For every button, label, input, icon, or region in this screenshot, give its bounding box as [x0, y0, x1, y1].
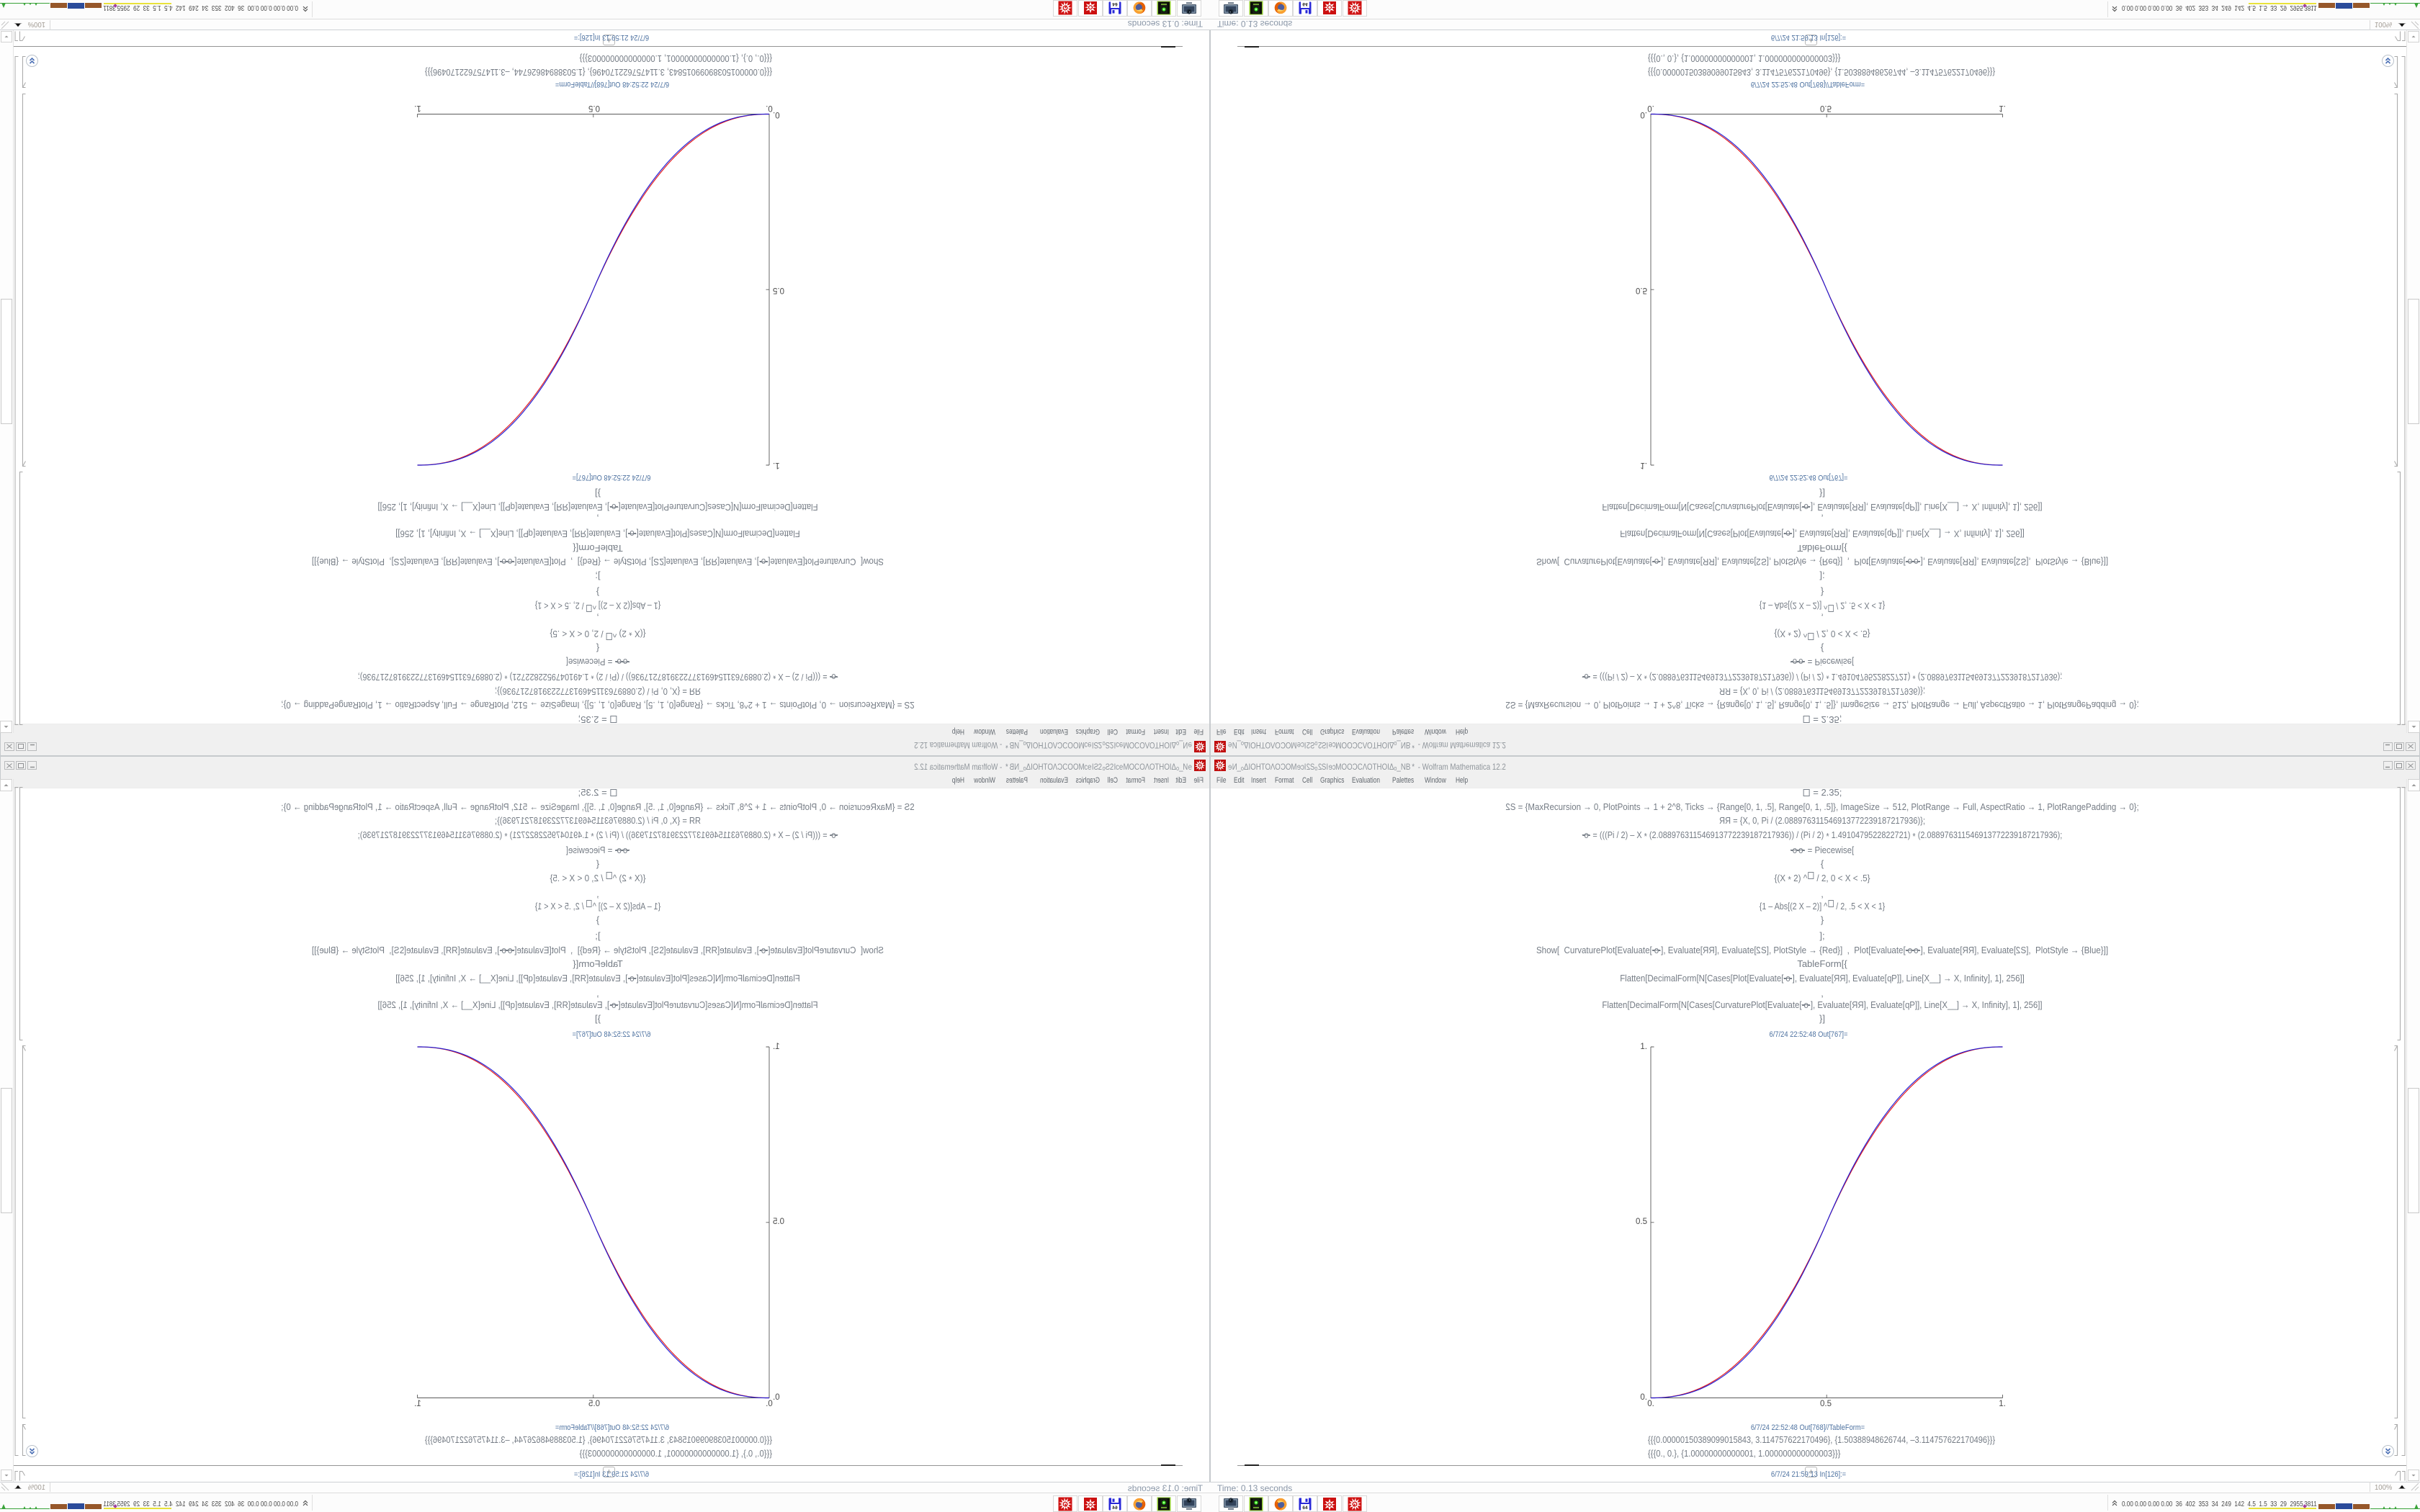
svg-text:64: 64 — [1302, 2, 1308, 7]
svg-text:64: 64 — [1302, 1506, 1308, 1511]
svg-text:64: 64 — [1112, 1506, 1118, 1511]
svg-text:64: 64 — [1112, 2, 1118, 7]
